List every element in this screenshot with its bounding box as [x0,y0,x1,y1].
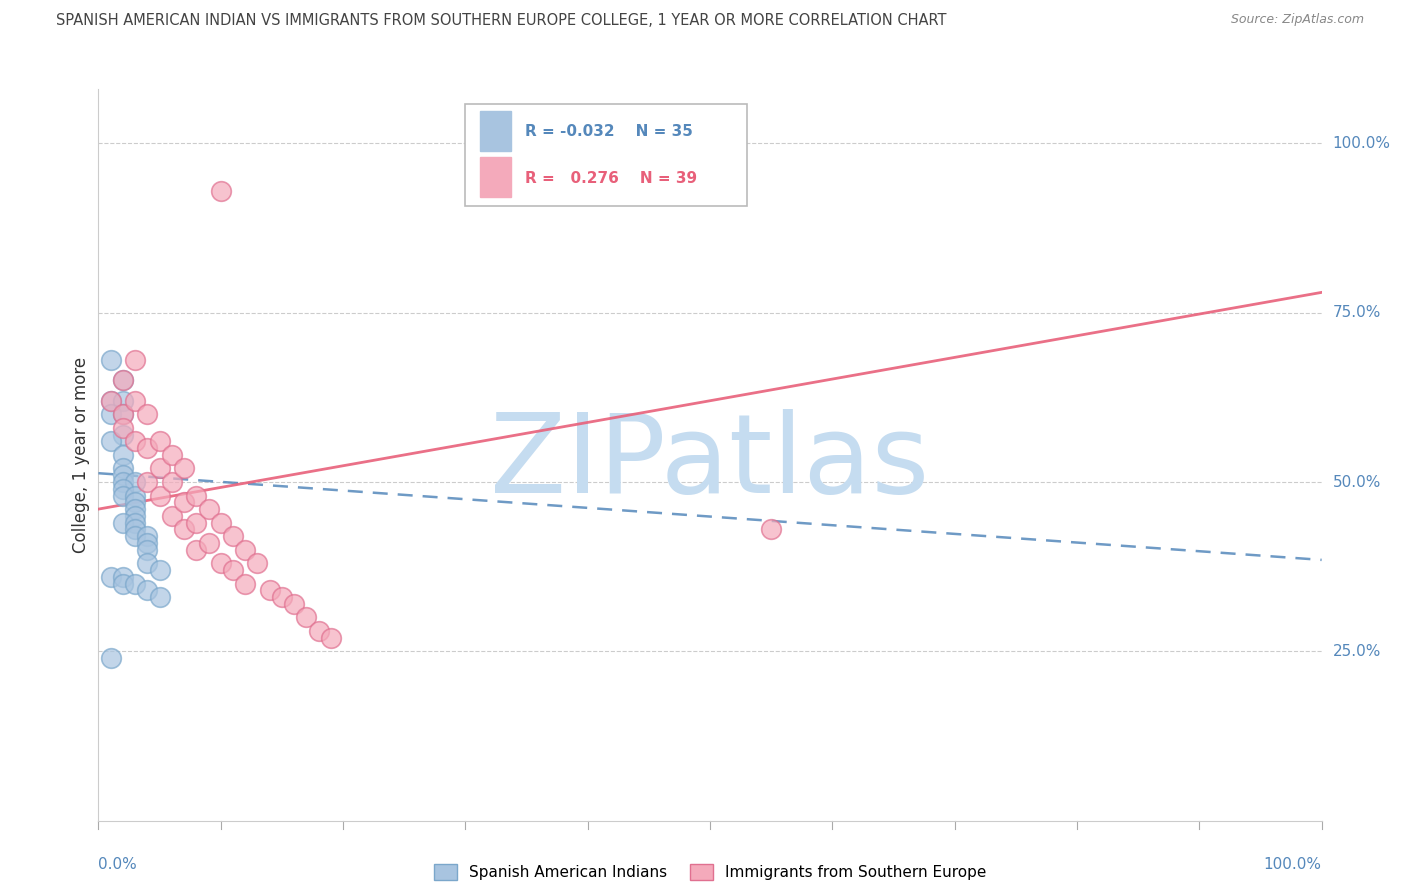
Point [160,508,183,523]
Point [111,570,134,584]
Point [124,502,146,516]
Text: R =   0.276    N = 39: R = 0.276 N = 39 [526,171,697,186]
Point [209,556,232,570]
Text: 100.0%: 100.0% [1264,857,1322,872]
Bar [479,157,510,197]
Point [160,448,183,462]
Point [209,184,232,198]
Text: 100.0%: 100.0% [1333,136,1391,151]
Point [136,583,159,598]
FancyBboxPatch shape [465,103,747,206]
Legend: Spanish American Indians, Immigrants from Southern Europe: Spanish American Indians, Immigrants fro… [427,858,993,886]
Point [100,353,122,368]
Point [222,529,245,543]
Point [124,508,146,523]
Point [233,542,256,557]
Point [197,502,219,516]
Point [124,523,146,537]
Point [222,563,245,577]
Text: SPANISH AMERICAN INDIAN VS IMMIGRANTS FROM SOUTHERN EUROPE COLLEGE, 1 YEAR OR MO: SPANISH AMERICAN INDIAN VS IMMIGRANTS FR… [56,13,946,29]
Point [111,407,134,421]
Text: 75.0%: 75.0% [1333,305,1381,320]
Point [160,475,183,489]
Point [111,516,134,530]
Point [124,353,146,368]
Point [246,556,269,570]
Point [111,489,134,503]
Point [186,542,208,557]
Point [136,536,159,550]
Point [136,441,159,455]
Point [319,631,342,645]
Point [197,536,219,550]
Y-axis label: College, 1 year or more: College, 1 year or more [72,357,90,553]
Point [111,448,134,462]
Point [761,523,783,537]
Point [295,610,318,624]
Point [111,461,134,475]
Point [111,482,134,496]
Point [111,468,134,483]
Point [124,495,146,509]
Point [111,393,134,408]
Point [111,373,134,387]
Point [100,570,122,584]
Point [136,556,159,570]
Point [111,373,134,387]
Text: 50.0%: 50.0% [1333,475,1381,490]
Text: R = -0.032    N = 35: R = -0.032 N = 35 [526,124,693,139]
Point [149,434,172,449]
Text: 0.0%: 0.0% [98,857,138,872]
Text: ZIPatlas: ZIPatlas [491,409,929,516]
Point [283,597,305,611]
Point [100,407,122,421]
Point [124,393,146,408]
Point [100,651,122,665]
Point [124,475,146,489]
Point [173,523,195,537]
Bar [479,112,510,152]
Point [233,576,256,591]
Text: 25.0%: 25.0% [1333,644,1381,659]
Point [100,393,122,408]
Point [136,529,159,543]
Point [111,427,134,442]
Point [259,583,281,598]
Point [136,407,159,421]
Point [100,434,122,449]
Point [186,489,208,503]
Point [149,563,172,577]
Point [124,529,146,543]
Point [270,590,294,604]
Point [111,576,134,591]
Point [186,516,208,530]
Point [308,624,330,638]
Point [111,407,134,421]
Point [124,434,146,449]
Point [136,475,159,489]
Point [111,475,134,489]
Point [136,542,159,557]
Point [124,489,146,503]
Point [149,461,172,475]
Point [209,516,232,530]
Point [149,590,172,604]
Text: Source: ZipAtlas.com: Source: ZipAtlas.com [1230,13,1364,27]
Point [100,393,122,408]
Point [124,516,146,530]
Point [149,489,172,503]
Point [173,461,195,475]
Point [173,495,195,509]
Point [124,576,146,591]
Point [111,421,134,435]
